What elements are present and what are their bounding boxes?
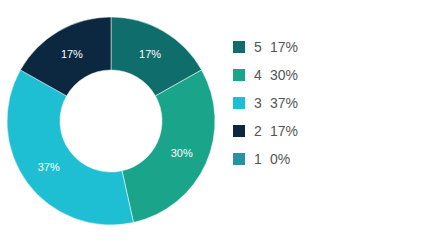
legend-swatch bbox=[233, 153, 245, 165]
data-label: 37% bbox=[38, 161, 60, 173]
legend-swatch bbox=[233, 125, 245, 137]
slice bbox=[7, 70, 133, 225]
slice bbox=[122, 70, 215, 223]
chart: 17% 30% 37% 17% 5 17% 4 30% 3 37% 2 17% 1 0% bbox=[0, 0, 443, 246]
data-label: 17% bbox=[61, 48, 83, 60]
legend-label: 2 bbox=[254, 123, 262, 139]
data-label: 17% bbox=[139, 48, 161, 60]
legend-value: 37% bbox=[270, 95, 298, 111]
legend-value: 17% bbox=[270, 123, 298, 139]
legend-value: 17% bbox=[270, 39, 298, 55]
data-label: 30% bbox=[171, 147, 193, 159]
slice bbox=[20, 17, 111, 96]
legend-swatch bbox=[233, 69, 245, 81]
legend: 5 17% 4 30% 3 37% 2 17% 1 0% bbox=[233, 39, 298, 167]
legend-value: 0% bbox=[270, 151, 290, 167]
legend-value: 30% bbox=[270, 67, 298, 83]
legend-label: 5 bbox=[254, 39, 262, 55]
legend-label: 3 bbox=[254, 95, 262, 111]
data-labels: 17% 30% 37% 17% bbox=[38, 48, 193, 173]
legend-label: 1 bbox=[254, 151, 262, 167]
slices bbox=[7, 17, 215, 225]
legend-swatch bbox=[233, 41, 245, 53]
legend-label: 4 bbox=[254, 67, 262, 83]
legend-swatch bbox=[233, 97, 245, 109]
